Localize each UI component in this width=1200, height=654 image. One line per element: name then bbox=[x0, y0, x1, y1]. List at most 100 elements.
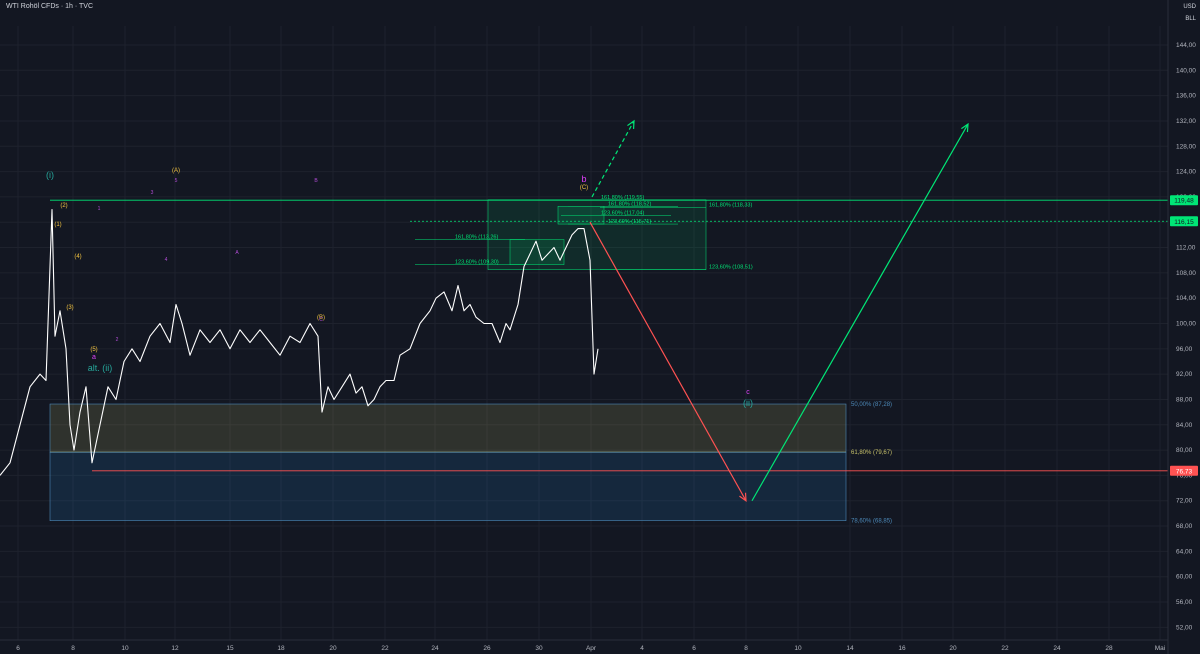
wave-label: 4 bbox=[165, 257, 168, 263]
projection-arrows bbox=[589, 119, 969, 502]
wave-label: A bbox=[235, 250, 239, 256]
y-tick-label: 92,00 bbox=[1176, 371, 1193, 378]
fib-label: 123,60% (109,30) bbox=[455, 260, 499, 266]
y-tick-label: 104,00 bbox=[1176, 295, 1196, 302]
arrow-down bbox=[589, 221, 747, 502]
fib-zones bbox=[49, 403, 847, 521]
arrow-up bbox=[751, 123, 969, 502]
arrow-alt bbox=[591, 120, 635, 198]
x-tick-label: Apr bbox=[586, 645, 597, 652]
y-tick-label: 80,00 bbox=[1176, 447, 1193, 454]
y-tick-label: 100,00 bbox=[1176, 321, 1196, 328]
x-tick-label: 26 bbox=[483, 645, 491, 652]
x-tick-label: 22 bbox=[381, 645, 389, 652]
zone-label: 61,80% (79,67) bbox=[851, 450, 892, 456]
y-tick-label: 64,00 bbox=[1176, 548, 1193, 555]
price-badges: 119,48 116,15 76,73 bbox=[1170, 195, 1198, 476]
x-tick-label: 4 bbox=[640, 645, 644, 652]
y-tick-label: 60,00 bbox=[1176, 574, 1193, 581]
x-tick-label: 28 bbox=[1105, 645, 1113, 652]
x-tick-label: 8 bbox=[71, 645, 75, 652]
zone-label: 78,60% (68,85) bbox=[851, 519, 892, 525]
price-badge bbox=[1170, 195, 1198, 206]
fib-label: 161,80% (118,52) bbox=[608, 201, 651, 207]
y-tick-label: 132,00 bbox=[1176, 118, 1196, 125]
horizontal-lines bbox=[50, 199, 1168, 472]
wave-label: B bbox=[314, 178, 318, 184]
fib-label: 161,80% (118,33) bbox=[709, 202, 752, 208]
y-tick-label: 112,00 bbox=[1176, 245, 1196, 252]
zone-618 bbox=[49, 451, 847, 521]
x-tick-label: 30 bbox=[535, 645, 543, 652]
x-tick-label: 16 bbox=[898, 645, 906, 652]
x-tick-label: 8 bbox=[744, 645, 748, 652]
y-tick-label: 88,00 bbox=[1176, 396, 1193, 403]
wave-label: (3) bbox=[66, 305, 73, 311]
wave-label: 2 bbox=[116, 337, 119, 343]
fib-label: 123,60% (115,71) bbox=[608, 219, 651, 225]
grid bbox=[0, 26, 1168, 640]
wave-label: c bbox=[746, 389, 750, 396]
wave-label: (C) bbox=[580, 185, 588, 191]
fib-label: 123,60% (108,51) bbox=[709, 265, 753, 271]
price-badge bbox=[1170, 465, 1198, 476]
chart-title: WTI Rohöl CFDs · 1h · TVC bbox=[6, 3, 93, 10]
y-tick-label: 76,00 bbox=[1176, 472, 1193, 479]
unit-label: BLL bbox=[1185, 16, 1196, 22]
wave-label: C bbox=[319, 317, 323, 323]
y-tick-label: 144,00 bbox=[1176, 42, 1196, 49]
wave-label: 1 bbox=[98, 206, 101, 212]
price-badge-label: 116,15 bbox=[1174, 219, 1194, 226]
y-tick-label: 128,00 bbox=[1176, 143, 1196, 150]
x-tick-label: 15 bbox=[226, 645, 234, 652]
price-line bbox=[0, 209, 599, 476]
arrow-down-head bbox=[739, 492, 747, 502]
price-axis[interactable]: 52,00 56,00 60,00 64,00 68,00 72,00 76,00 80,00… bbox=[1167, 0, 1196, 654]
y-tick-label: 96,00 bbox=[1176, 346, 1193, 353]
x-tick-label: 24 bbox=[431, 645, 439, 652]
zone-50 bbox=[49, 403, 847, 453]
x-tick-label: 6 bbox=[16, 645, 20, 652]
arrow-alt-head bbox=[627, 119, 635, 129]
x-tick-label: 22 bbox=[1001, 645, 1009, 652]
x-tick-label: 12 bbox=[171, 645, 179, 652]
y-tick-label: 72,00 bbox=[1176, 498, 1193, 505]
fib-label: 161,80% (119,55) bbox=[601, 195, 644, 201]
wave-label: (i) bbox=[46, 170, 54, 180]
price-series bbox=[0, 209, 599, 476]
price-badge bbox=[1170, 216, 1198, 227]
y-tick-label: 136,00 bbox=[1176, 93, 1196, 100]
wave-label: (1) bbox=[54, 222, 61, 228]
fib-label: 161,80% (113,26) bbox=[455, 235, 498, 241]
price-badge-label: 119,48 bbox=[1174, 198, 1194, 205]
time-axis[interactable]: 6 8 10 12 15 18 20 22 24 26 30 Apr 4 6 8 10 14 16 20 22 24 28… bbox=[0, 639, 1168, 652]
y-tick-label: 140,00 bbox=[1176, 67, 1196, 74]
wave-label: b bbox=[581, 174, 586, 184]
x-tick-label: Mai bbox=[1155, 645, 1165, 652]
x-tick-label: 6 bbox=[692, 645, 696, 652]
wave-label: (5) bbox=[90, 347, 97, 353]
x-tick-label: 20 bbox=[329, 645, 337, 652]
currency-label: USD bbox=[1183, 4, 1196, 10]
fib-box-top bbox=[557, 206, 605, 225]
x-tick-label: 24 bbox=[1053, 645, 1061, 652]
fib-label: 123,60% (117,04) bbox=[601, 211, 644, 217]
wave-label: 3 bbox=[151, 190, 154, 196]
fib-level-labels: 50,00% (87,28) 61,80% (79,67) 78,60% (68,8… bbox=[455, 195, 892, 525]
x-tick-label: 10 bbox=[121, 645, 129, 652]
y-tick-label: 52,00 bbox=[1176, 624, 1193, 631]
wave-label: (4) bbox=[74, 254, 81, 260]
x-tick-label: 18 bbox=[277, 645, 285, 652]
wave-label: alt. (ii) bbox=[88, 363, 113, 373]
arrow-up-head bbox=[961, 122, 969, 133]
wave-label: (2) bbox=[60, 203, 67, 209]
y-tick-label: 68,00 bbox=[1176, 523, 1193, 530]
y-tick-label: 124,00 bbox=[1176, 169, 1196, 176]
y-tick-label: 108,00 bbox=[1176, 270, 1196, 277]
wave-label: a bbox=[92, 354, 96, 361]
wave-label: (A) bbox=[172, 168, 180, 174]
wave-label: (B) bbox=[317, 315, 325, 321]
wave-labels: (i) (2) (1) (4) (3) (5)a alt. (ii) (A) (B) (C)b c (… bbox=[46, 168, 753, 408]
x-tick-label: 14 bbox=[846, 645, 854, 652]
